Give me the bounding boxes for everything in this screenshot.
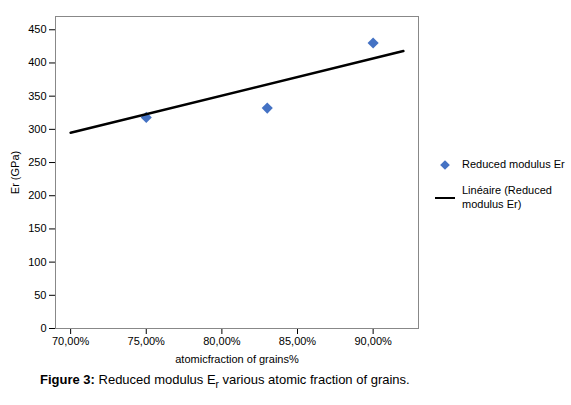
svg-text:50: 50 — [34, 289, 46, 301]
html-text:Figure 3: Reduced modulus Erva: Figure 3: Reduced modulus Ervarious atom… — [40, 372, 410, 390]
svg-text:0: 0 — [40, 322, 46, 334]
svg-text:250: 250 — [28, 156, 46, 168]
svg-text:70,00%: 70,00% — [52, 335, 90, 347]
svg-text:85,00%: 85,00% — [279, 335, 317, 347]
svg-text:300: 300 — [28, 123, 46, 135]
svg-text:80,00%: 80,00% — [203, 335, 241, 347]
svg-text:90,00%: 90,00% — [354, 335, 392, 347]
svg-text:100: 100 — [28, 256, 46, 268]
svg-text:75,00%: 75,00% — [128, 335, 166, 347]
html-text:Linéaire (Reduced modulus Er): Linéaire (Reduced modulus Er) — [462, 184, 552, 210]
svg-text:200: 200 — [28, 189, 46, 201]
svg-text:350: 350 — [28, 90, 46, 102]
svg-text:atomicfraction of grains%: atomicfraction of grains% — [175, 353, 299, 365]
html-text:Reduced modulus Er: Reduced modulus Er — [462, 158, 565, 171]
svg-text:450: 450 — [28, 23, 46, 35]
svg-text:Er (GPa): Er (GPa) — [9, 151, 21, 194]
svg-text:150: 150 — [28, 222, 46, 234]
svg-text:400: 400 — [28, 56, 46, 68]
